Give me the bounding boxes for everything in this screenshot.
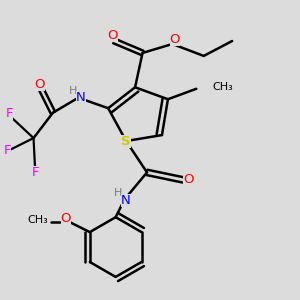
Text: S: S [121, 134, 131, 148]
Text: F: F [6, 107, 14, 120]
Text: N: N [121, 194, 131, 207]
Text: F: F [32, 166, 39, 179]
Text: O: O [34, 78, 45, 91]
Text: H: H [114, 188, 122, 198]
Text: H: H [69, 86, 77, 96]
Text: O: O [183, 173, 194, 186]
Text: CH₃: CH₃ [213, 82, 233, 92]
Text: O: O [169, 33, 180, 46]
Text: CH₃: CH₃ [27, 215, 48, 225]
Text: O: O [107, 29, 118, 42]
Text: O: O [61, 212, 71, 225]
Text: F: F [4, 143, 11, 157]
Text: N: N [76, 91, 86, 104]
